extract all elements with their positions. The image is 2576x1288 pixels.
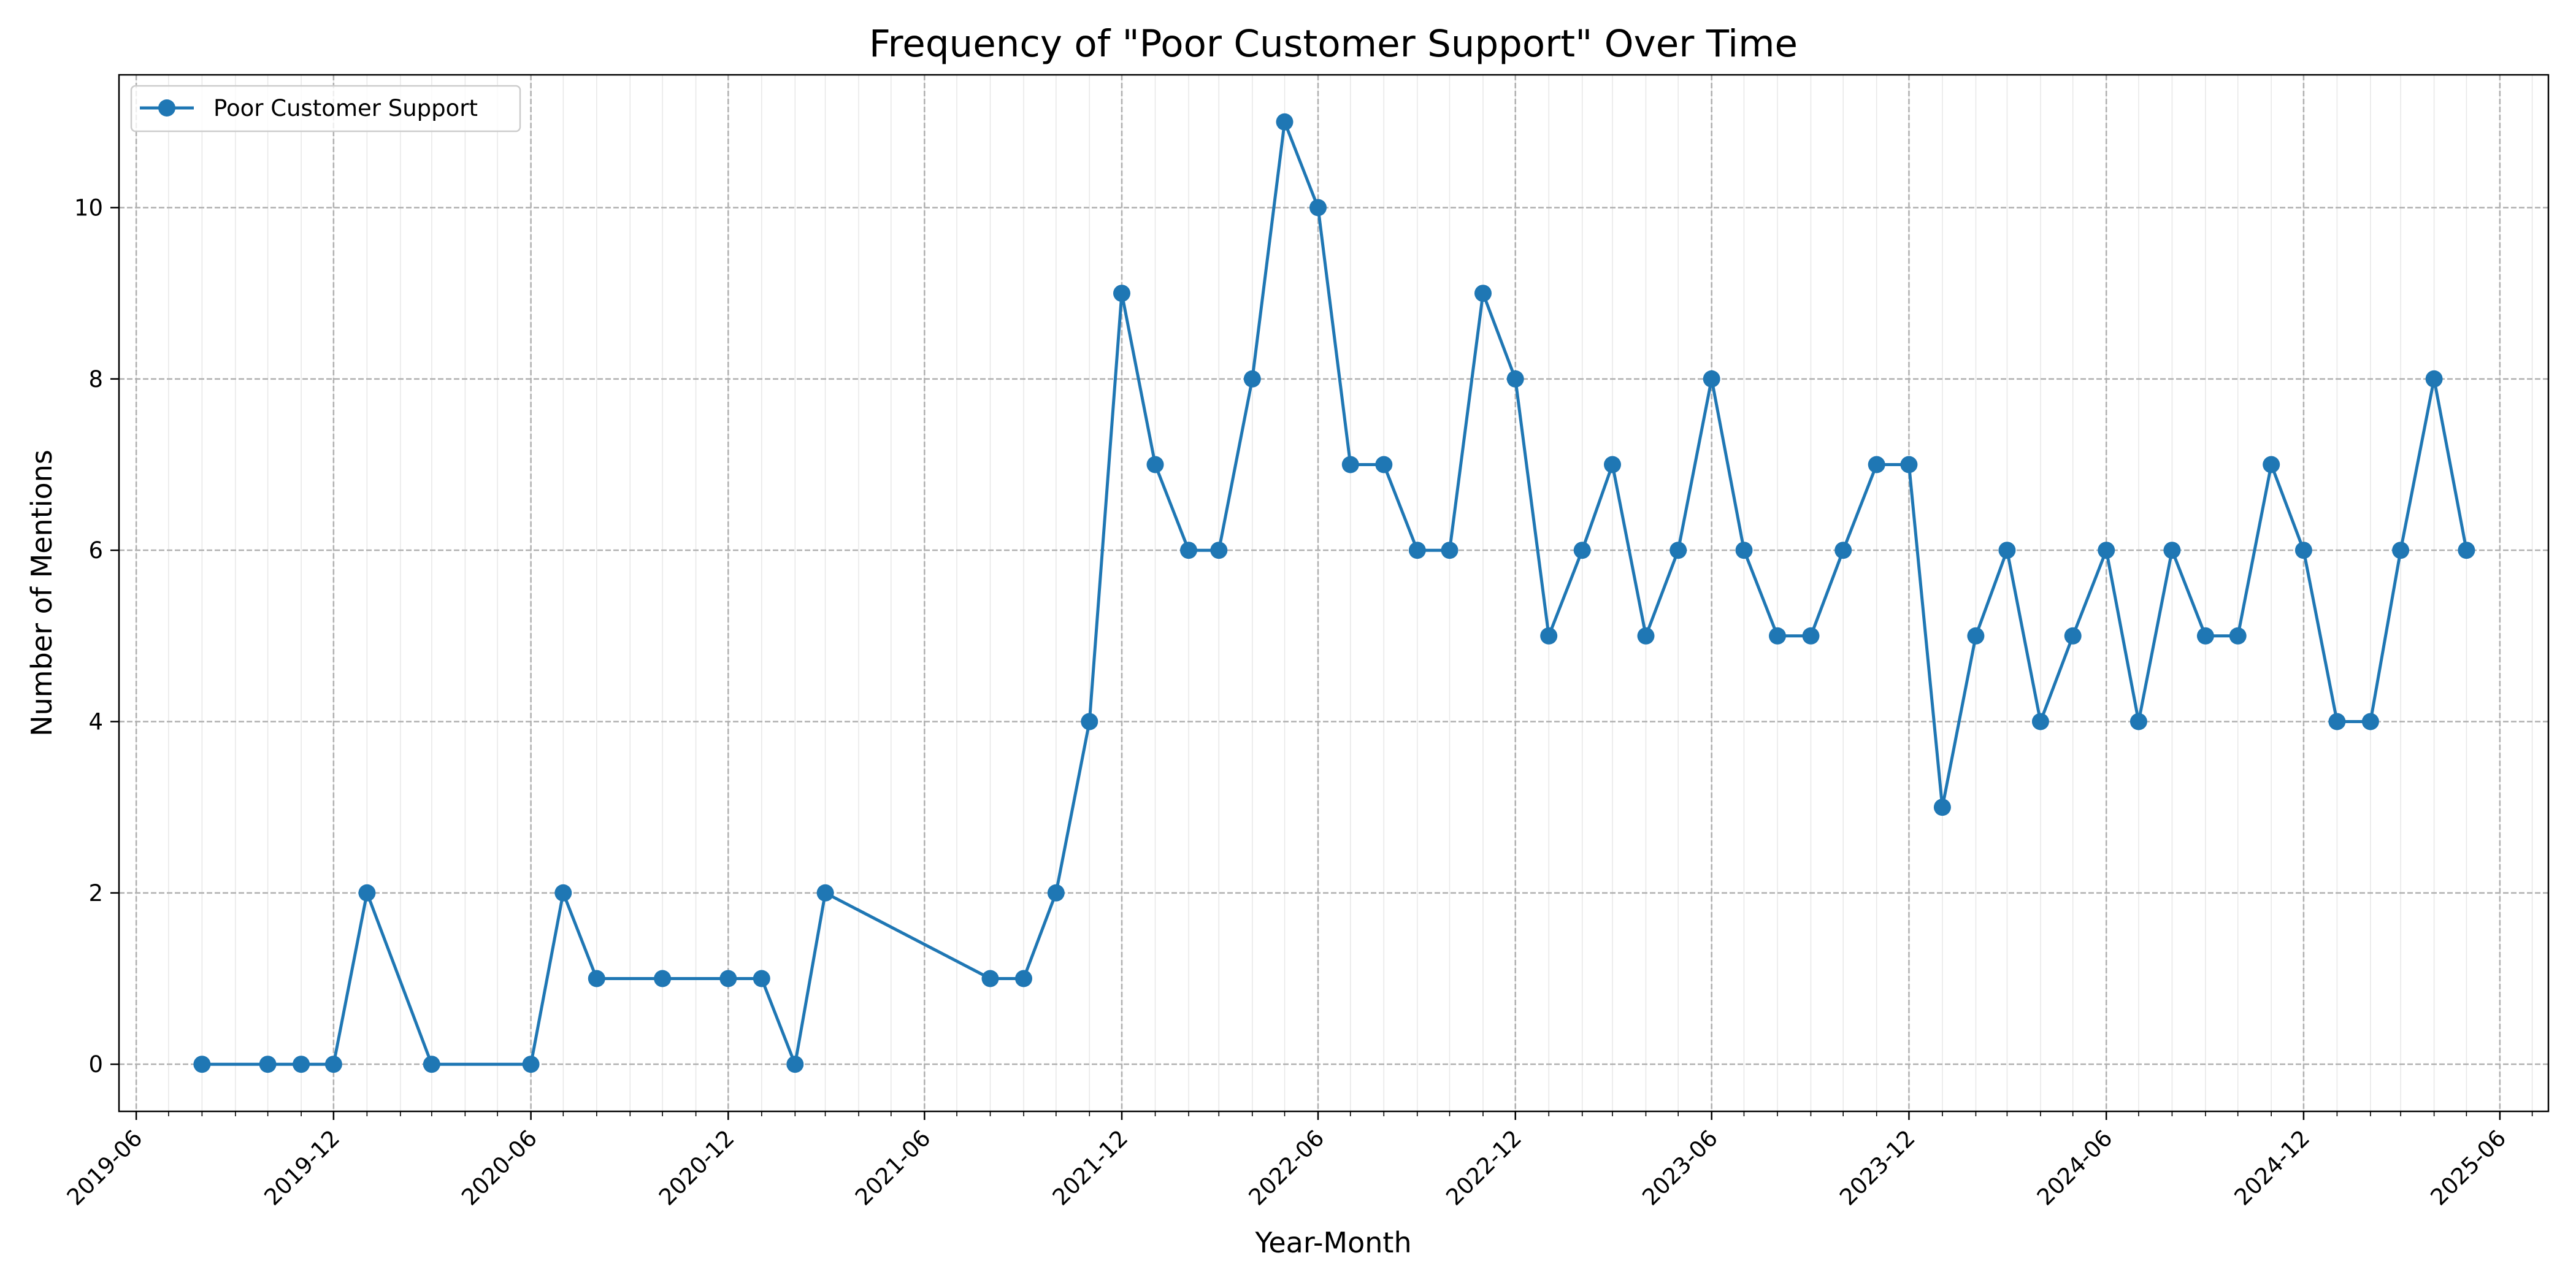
data-point — [1868, 456, 1885, 473]
data-point — [981, 970, 999, 987]
data-point — [2392, 542, 2410, 559]
y-tick-label: 6 — [88, 537, 103, 564]
data-point — [2196, 627, 2214, 645]
data-point — [1408, 542, 1426, 559]
data-point — [2129, 713, 2147, 730]
data-point — [1243, 370, 1261, 388]
data-point — [1834, 542, 1852, 559]
data-point — [324, 1056, 342, 1073]
legend: Poor Customer Support — [130, 85, 521, 132]
data-point — [1113, 285, 1130, 302]
data-point — [358, 884, 376, 902]
data-point — [2458, 542, 2475, 559]
data-point — [654, 970, 672, 987]
data-point — [2425, 370, 2443, 388]
data-point — [1146, 456, 1164, 473]
y-tick-label: 2 — [88, 880, 103, 907]
legend-marker-sample — [158, 99, 175, 117]
x-axis-label: Year-Month — [1254, 1226, 1411, 1259]
major-gridlines — [119, 75, 2548, 1111]
data-point — [1637, 627, 1655, 645]
data-point — [1309, 199, 1327, 217]
y-tick-label: 10 — [74, 194, 103, 221]
legend-box — [130, 85, 521, 132]
data-point — [554, 884, 572, 902]
data-point — [1540, 627, 1558, 645]
data-point — [1604, 456, 1621, 473]
data-point — [1341, 456, 1359, 473]
y-tick-label: 4 — [88, 709, 103, 735]
data-point — [1669, 542, 1687, 559]
data-point — [1933, 799, 1951, 816]
data-point — [259, 1056, 277, 1073]
data-point — [1735, 542, 1753, 559]
data-point — [2031, 713, 2049, 730]
legend-label: Poor Customer Support — [213, 95, 478, 121]
data-point — [2229, 627, 2247, 645]
data-point — [423, 1056, 440, 1073]
y-tick-label: 8 — [88, 366, 103, 393]
data-point — [2294, 542, 2312, 559]
data-point — [1703, 370, 1720, 388]
data-point — [1769, 627, 1786, 645]
data-point — [588, 970, 605, 987]
data-point — [2064, 627, 2082, 645]
data-point — [522, 1056, 540, 1073]
data-point — [2328, 713, 2346, 730]
y-tick-label: 0 — [88, 1051, 103, 1078]
data-point — [2263, 456, 2280, 473]
data-point — [193, 1056, 211, 1073]
data-point — [1081, 713, 1098, 730]
data-point — [1474, 285, 1492, 302]
data-point — [816, 884, 834, 902]
data-point — [1573, 542, 1591, 559]
data-point — [1506, 370, 1524, 388]
data-point — [719, 970, 737, 987]
data-point — [1180, 542, 1197, 559]
data-point — [1900, 456, 1918, 473]
data-point — [1015, 970, 1032, 987]
chart-title: Frequency of "Poor Customer Support" Ove… — [869, 22, 1798, 66]
data-point — [1967, 627, 1985, 645]
series-layer — [193, 113, 2475, 1073]
data-point — [2098, 542, 2115, 559]
data-point — [1047, 884, 1065, 902]
data-point — [2361, 713, 2379, 730]
data-point — [786, 1056, 804, 1073]
data-point — [1210, 542, 1228, 559]
data-point — [1441, 542, 1459, 559]
data-point — [753, 970, 770, 987]
data-point — [293, 1056, 310, 1073]
y-axis-label: Number of Mentions — [25, 450, 58, 737]
data-point — [1802, 627, 1820, 645]
series-line — [202, 120, 2468, 1066]
data-point — [2163, 542, 2181, 559]
data-point — [1276, 113, 1294, 131]
data-point — [1375, 456, 1393, 473]
data-point — [1998, 542, 2016, 559]
plot-frame — [118, 74, 2550, 1113]
